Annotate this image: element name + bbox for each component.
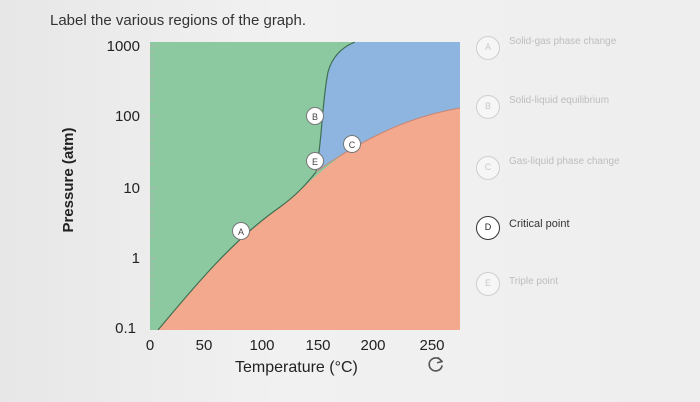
option-letter-badge[interactable]: B [476,95,500,119]
y-tick-1: 1 [131,250,140,267]
x-axis-label: Temperature (°C) [235,359,358,376]
option-solid-gas-phase-change[interactable]: A Solid-gas phase change [476,36,696,66]
gas-region [158,108,460,330]
option-letter-badge[interactable]: E [476,272,500,296]
y-tick-100: 100 [114,108,140,125]
x-tick-200: 200 [360,337,386,354]
point-b-marker[interactable]: B [306,107,324,125]
point-c-marker[interactable]: C [343,135,361,153]
x-tick-150: 150 [305,337,331,354]
x-tick-0: 0 [145,337,155,354]
option-letter-badge[interactable]: D [476,216,500,240]
x-tick-250: 250 [419,337,445,354]
y-tick-10: 10 [123,180,140,197]
y-tick-1000: 1000 [106,38,140,55]
question-text: Label the various regions of the graph. [50,12,307,29]
y-axis-minor-ticks [150,45,156,307]
point-a-marker[interactable]: A [232,222,250,240]
sublimation-curve [157,171,317,330]
y-tick-0.1: 0.1 [115,320,136,337]
option-label: Solid-gas phase change [509,36,617,47]
option-label: Triple point [509,276,559,287]
option-gas-liquid-phase-change[interactable]: C Gas-liquid phase change [476,156,696,186]
option-critical-point[interactable]: D Critical point [476,216,696,246]
point-e-marker[interactable]: E [306,152,324,170]
option-label: Gas-liquid phase change [509,156,620,167]
option-solid-liquid-equilibrium[interactable]: B Solid-liquid equilibrium [476,95,696,125]
refresh-icon[interactable] [425,353,447,375]
x-tick-50: 50 [195,337,213,354]
x-tick-100: 100 [249,337,275,354]
y-axis-label: Pressure (atm) [60,127,77,233]
option-label: Solid-liquid equilibrium [509,95,610,106]
phase-diagram-plot: A B C E [150,42,460,330]
melting-curve [315,42,356,173]
option-label: Critical point [509,218,570,230]
option-letter-badge[interactable]: A [476,36,500,60]
option-triple-point[interactable]: E Triple point [476,272,696,302]
option-letter-badge[interactable]: C [476,156,500,180]
phase-diagram-svg [150,42,460,330]
